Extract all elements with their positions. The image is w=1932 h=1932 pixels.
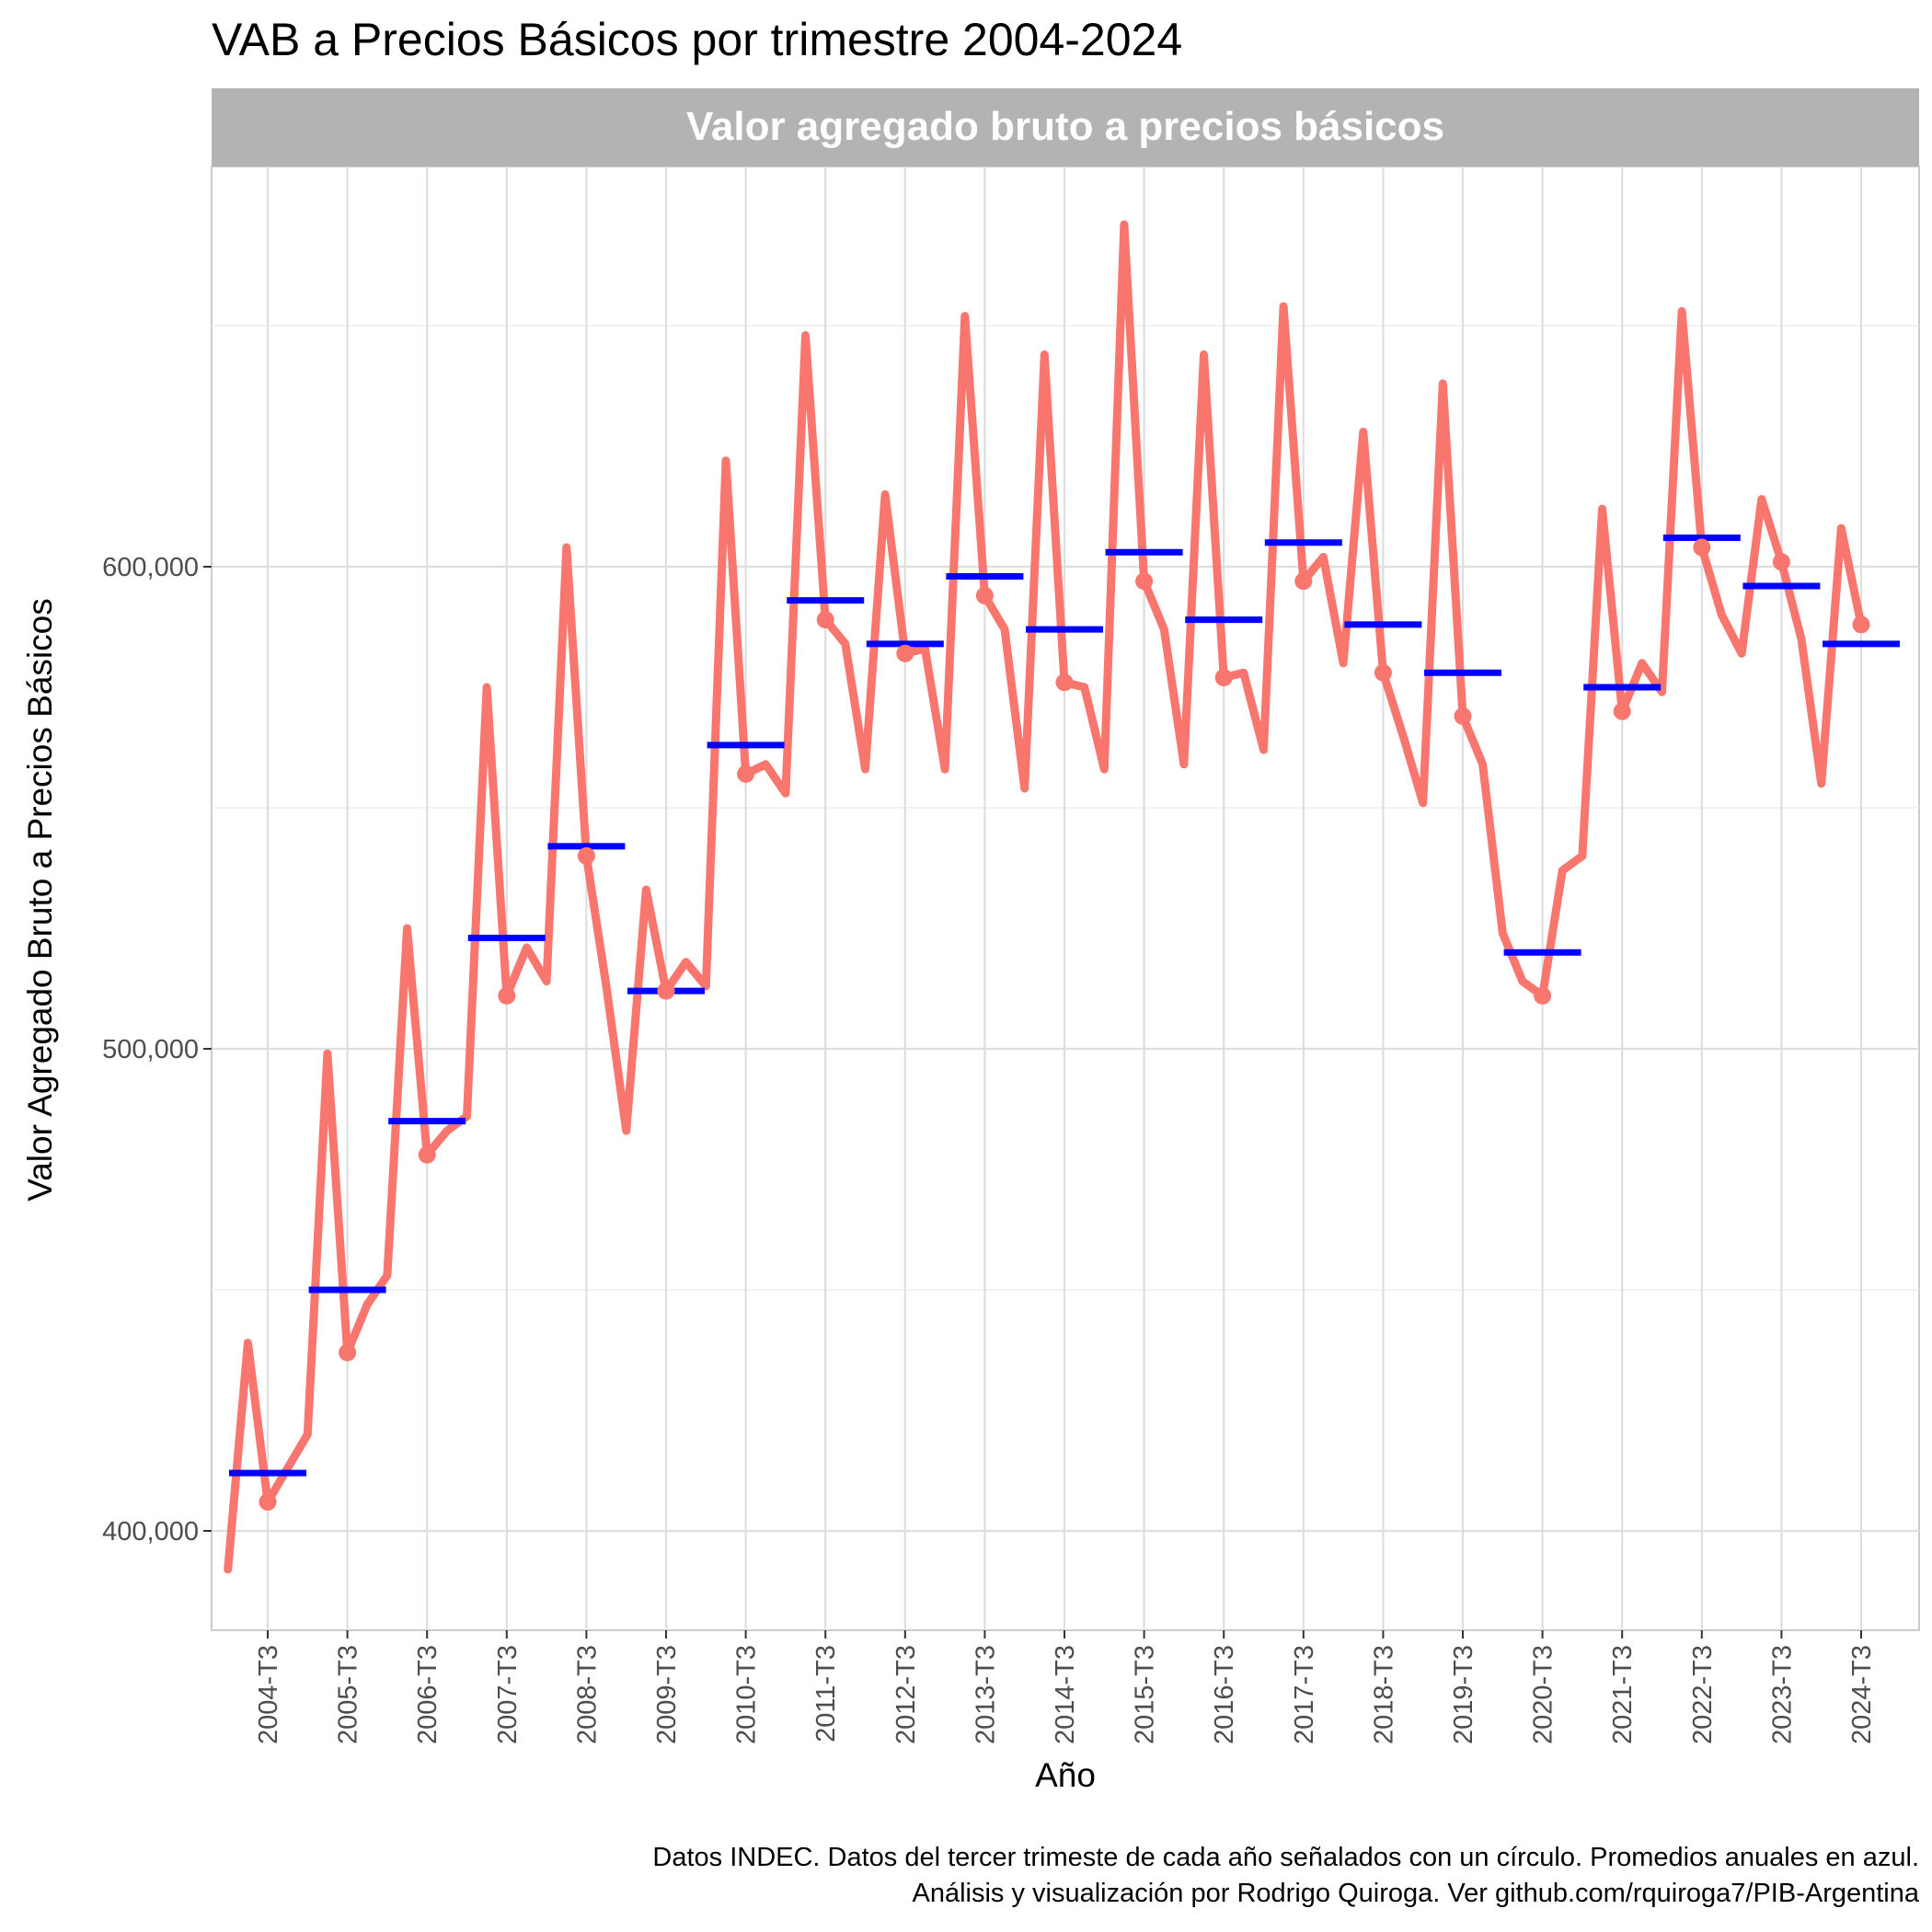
x-tick-label: 2009-T3	[652, 1645, 682, 1744]
y-tick-label: 500,000	[102, 1035, 199, 1064]
x-tick-label: 2005-T3	[334, 1645, 363, 1744]
x-tick-label: 2021-T3	[1608, 1645, 1638, 1744]
x-tick-label: 2020-T3	[1529, 1645, 1558, 1744]
series-layer	[224, 220, 1866, 1574]
facet-strip	[212, 88, 1919, 167]
x-tick-label: 2017-T3	[1290, 1645, 1319, 1744]
y-axis-label: Valor Agregado Bruto a Precios Básicos	[21, 598, 59, 1201]
q3-point	[577, 846, 595, 865]
q3-point	[737, 765, 755, 783]
facet-strip-label: Valor agregado bruto a precios básicos	[686, 104, 1444, 149]
q3-point	[1693, 538, 1711, 557]
y-axis-ticks: 400,000 500,000 600,000	[102, 553, 212, 1547]
x-tick-label: 2018-T3	[1369, 1645, 1398, 1744]
x-tick-label: 2013-T3	[971, 1645, 1000, 1744]
q3-point	[339, 1343, 357, 1362]
y-tick-label: 600,000	[102, 553, 199, 582]
x-tick-label: 2024-T3	[1847, 1645, 1877, 1744]
q3-point	[1214, 669, 1233, 687]
x-tick-label: 2015-T3	[1131, 1645, 1160, 1744]
x-tick-label: 2016-T3	[1210, 1645, 1239, 1744]
q3-point	[975, 586, 994, 604]
q3-point	[1135, 572, 1154, 591]
x-tick-label: 2008-T3	[572, 1645, 602, 1744]
x-tick-label: 2010-T3	[732, 1645, 762, 1744]
q3-point	[418, 1145, 436, 1164]
caption-line-1: Datos INDEC. Datos del tercer trimeste d…	[652, 1843, 1919, 1872]
q3-point	[1852, 615, 1870, 634]
q3-point	[1294, 572, 1313, 591]
x-tick-label: 2014-T3	[1051, 1645, 1080, 1744]
q3-point	[259, 1493, 277, 1512]
chart-title: VAB a Precios Básicos por trimestre 2004…	[212, 14, 1182, 65]
x-tick-label: 2004-T3	[254, 1645, 283, 1744]
q3-point	[498, 986, 516, 1005]
q3-point	[1534, 986, 1552, 1005]
x-tick-label: 2019-T3	[1449, 1645, 1478, 1744]
x-tick-label: 2007-T3	[493, 1645, 523, 1744]
x-axis-ticks: 2004-T3 2005-T3 2006-T3 2007-T3 2008-T3 2009-…	[254, 1630, 1877, 1744]
x-tick-label: 2022-T3	[1688, 1645, 1718, 1744]
caption-line-2: Análisis y visualización por Rodrigo Qui…	[912, 1879, 1919, 1908]
x-axis-label: Año	[1035, 1756, 1096, 1794]
x-tick-label: 2012-T3	[891, 1645, 921, 1744]
q3-point	[1772, 553, 1790, 571]
q3-point	[1374, 663, 1392, 682]
q3-point	[896, 644, 914, 662]
x-tick-label: 2006-T3	[413, 1645, 443, 1744]
quarterly-series-line	[224, 220, 1866, 1574]
q3-point	[657, 982, 675, 1000]
q3-point	[1613, 702, 1631, 720]
y-tick-label: 400,000	[102, 1517, 199, 1547]
q3-point	[1055, 673, 1074, 692]
x-tick-label: 2023-T3	[1767, 1645, 1797, 1744]
q3-point-layer	[259, 538, 1870, 1512]
x-tick-label: 2011-T3	[811, 1645, 841, 1742]
q3-point	[816, 611, 834, 629]
grid-lines	[212, 167, 1919, 1630]
q3-point	[1454, 707, 1472, 725]
